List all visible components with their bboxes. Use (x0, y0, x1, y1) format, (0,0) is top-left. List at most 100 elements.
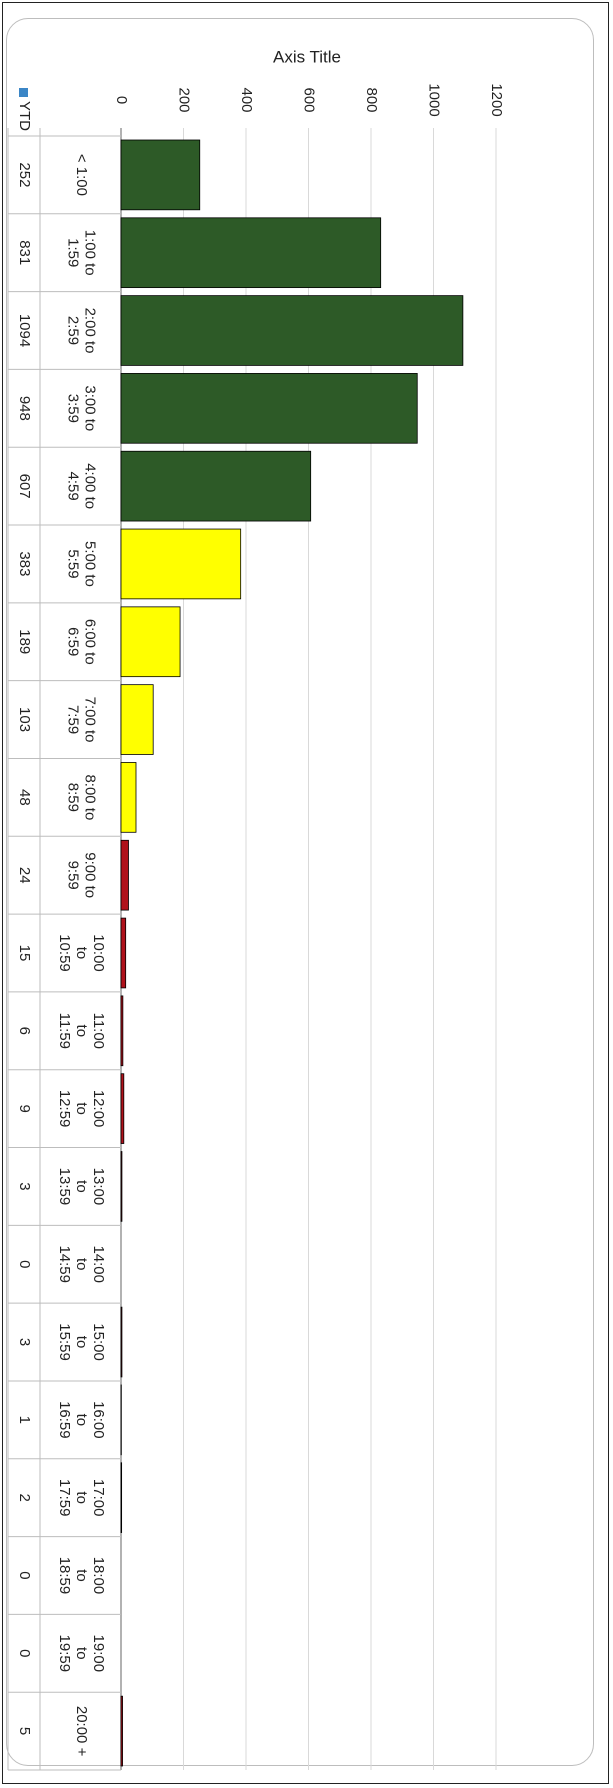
category-label-16: to (73, 1414, 90, 1427)
data-value-10: 15 (16, 945, 33, 962)
category-label-16: 16:59 (56, 1401, 73, 1439)
value-tick-label: 1200 (488, 83, 505, 116)
category-label-10: 10:59 (56, 934, 73, 972)
category-label-12: 12:59 (56, 1090, 73, 1128)
data-value-2: 1094 (16, 314, 33, 347)
value-tick-label: 200 (176, 87, 193, 112)
category-label-7: 7:00 to (82, 697, 99, 743)
value-tick-label: 600 (301, 87, 318, 112)
category-label-8: 8:00 to (82, 774, 99, 820)
data-value-14: 0 (16, 1260, 33, 1268)
category-label-14: 14:59 (56, 1245, 73, 1283)
data-value-12: 9 (16, 1104, 33, 1112)
chart-panel (6, 18, 594, 1766)
category-label-15: to (73, 1336, 90, 1349)
category-label-13: 13:00 (90, 1168, 107, 1206)
category-label-11: 11:59 (56, 1013, 73, 1049)
category-label-6: 6:59 (65, 627, 82, 656)
value-tick-label: 1000 (426, 83, 443, 116)
bar-6 (120, 606, 181, 678)
category-label-2: 2:00 to (82, 308, 99, 354)
category-label-2: 2:59 (65, 316, 82, 345)
bar-0 (120, 139, 201, 211)
data-value-8: 48 (16, 789, 33, 806)
data-value-3: 948 (16, 396, 33, 421)
bar-2 (120, 295, 464, 366)
category-label-4: 4:00 to (82, 463, 99, 509)
data-value-16: 1 (16, 1416, 33, 1424)
bar-7 (120, 684, 154, 755)
data-value-0: 252 (16, 162, 33, 187)
category-label-20: 20:00 + (73, 1706, 90, 1757)
category-label-11: 11:00 (90, 1013, 107, 1049)
data-value-4: 607 (16, 474, 33, 499)
category-label-15: 15:00 (90, 1323, 107, 1361)
category-label-3: 3:59 (65, 394, 82, 423)
data-value-20: 5 (16, 1727, 33, 1735)
category-label-8: 8:59 (65, 783, 82, 812)
category-label-19: 19:00 (90, 1635, 107, 1673)
category-label-5: 5:00 to (82, 541, 99, 587)
category-label-18: 18:00 (90, 1557, 107, 1595)
value-tick-label: 400 (238, 87, 255, 112)
category-label-18: to (73, 1569, 90, 1582)
category-label-19: to (73, 1647, 90, 1660)
category-label-1: 1:00 to (82, 230, 99, 276)
category-label-18: 18:59 (56, 1557, 73, 1595)
data-value-9: 24 (16, 867, 33, 884)
data-value-1: 831 (16, 240, 33, 265)
category-label-10: 10:00 (90, 934, 107, 972)
category-label-6: 6:00 to (82, 619, 99, 665)
category-label-11: to (73, 1025, 90, 1038)
category-label-17: 17:59 (56, 1479, 73, 1517)
bar-13 (120, 1151, 123, 1222)
bar-20 (120, 1695, 123, 1767)
category-label-17: to (73, 1491, 90, 1504)
data-value-18: 0 (16, 1571, 33, 1579)
category-label-12: 12:00 (90, 1090, 107, 1128)
value-tick-label: 800 (363, 87, 380, 112)
bar-17 (120, 1462, 123, 1533)
bar-12 (120, 1073, 125, 1144)
bar-3 (120, 373, 418, 444)
category-label-5: 5:59 (65, 549, 82, 578)
value-axis-title: Axis Title (273, 47, 341, 66)
data-value-5: 383 (16, 551, 33, 576)
category-label-19: 19:59 (56, 1635, 73, 1673)
value-tick-label: 0 (113, 96, 130, 104)
bar-1 (120, 217, 382, 289)
data-value-19: 0 (16, 1649, 33, 1657)
category-label-16: 16:00 (90, 1401, 107, 1439)
category-label-9: 9:00 to (82, 852, 99, 898)
category-label-15: 15:59 (56, 1323, 73, 1361)
bar-10 (120, 917, 127, 989)
category-label-12: to (73, 1102, 90, 1115)
data-value-11: 6 (16, 1027, 33, 1035)
bar-9 (120, 839, 129, 911)
category-label-17: 17:00 (90, 1479, 107, 1517)
data-value-7: 103 (16, 707, 33, 732)
bar-8 (120, 762, 137, 833)
category-label-13: to (73, 1180, 90, 1193)
category-label-4: 4:59 (65, 472, 82, 501)
category-label-14: 14:00 (90, 1245, 107, 1283)
data-value-6: 189 (16, 629, 33, 654)
bar-11 (120, 995, 124, 1067)
legend-key-ytd (19, 88, 28, 97)
category-label-14: to (73, 1258, 90, 1271)
bar-4 (120, 450, 312, 522)
category-label-1: 1:59 (65, 238, 82, 267)
category-label-3: 3:00 to (82, 385, 99, 431)
bar-15 (120, 1306, 123, 1378)
category-label-9: 9:59 (65, 861, 82, 890)
category-label-7: 7:59 (65, 705, 82, 734)
legend-label-ytd: YTD (16, 101, 33, 131)
category-label-0: < 1:00 (73, 154, 90, 196)
bar-5 (120, 528, 242, 600)
data-value-13: 3 (16, 1182, 33, 1190)
category-label-10: to (73, 947, 90, 960)
data-value-17: 2 (16, 1493, 33, 1501)
category-label-13: 13:59 (56, 1168, 73, 1206)
